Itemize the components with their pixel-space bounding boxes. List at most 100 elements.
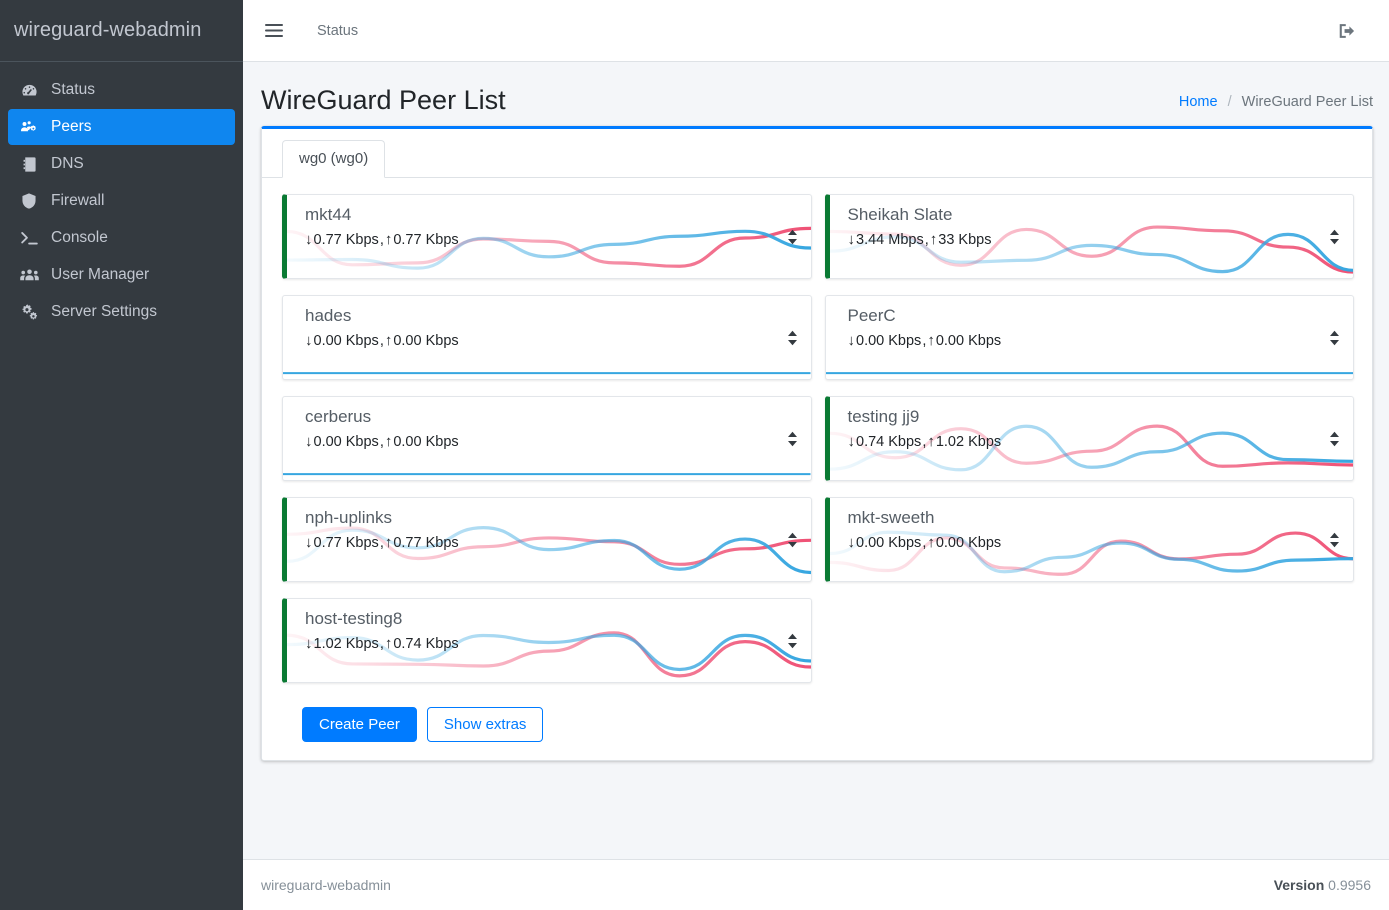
shield-icon <box>18 192 40 210</box>
sidebar-item-dns[interactable]: DNS <box>8 146 235 182</box>
topbar-status-link[interactable]: Status <box>317 22 359 39</box>
download-arrow-icon: ↓ <box>305 332 313 350</box>
show-extras-button[interactable]: Show extras <box>426 707 544 743</box>
upload-arrow-icon: ↑ <box>384 231 393 249</box>
breadcrumb-separator: / <box>1227 94 1232 110</box>
sidebar-nav: Status Peers DNS Firewall <box>0 62 243 330</box>
sort-updown-icon[interactable] <box>1329 431 1340 447</box>
download-arrow-icon: ↓ <box>305 231 313 249</box>
stats-separator: , <box>922 433 927 450</box>
sort-updown-icon[interactable] <box>787 330 798 346</box>
gears-icon <box>18 303 40 321</box>
sort-updown-icon[interactable] <box>1329 229 1340 245</box>
peer-grid: mkt44 ↓ 0.77 Kbps, ↑ 0.77 Kbps Sheikah Slate… <box>282 194 1354 684</box>
peer-name: cerberus <box>305 407 372 427</box>
upload-arrow-icon: ↑ <box>384 534 393 552</box>
peer-throughput: ↓ 0.00 Kbps, ↑ 0.00 Kbps <box>305 333 797 348</box>
peer-download-rate: 0.77 Kbps <box>313 534 379 551</box>
peer-card[interactable]: hades ↓ 0.00 Kbps, ↑ 0.00 Kbps <box>282 295 812 381</box>
peer-download-rate: 0.77 Kbps <box>313 231 379 248</box>
peer-upload-rate: 0.00 Kbps <box>935 534 1002 551</box>
sidebar-item-user-manager[interactable]: User Manager <box>8 257 235 293</box>
sidebar-item-label: DNS <box>51 155 84 172</box>
topbar: Status <box>243 0 1389 62</box>
download-arrow-icon: ↓ <box>847 534 856 552</box>
peer-card[interactable]: mkt44 ↓ 0.77 Kbps, ↑ 0.77 Kbps <box>282 194 812 280</box>
peer-info: testing jj9 ↓ 0.74 Kbps, ↑ 1.02 Kbps <box>830 397 1354 449</box>
peer-upload-rate: 0.00 Kbps <box>393 332 459 349</box>
upload-arrow-icon: ↑ <box>927 332 935 350</box>
footer-app-name: wireguard-webadmin <box>261 877 391 893</box>
sort-updown-icon[interactable] <box>787 431 798 447</box>
upload-arrow-icon: ↑ <box>384 332 393 350</box>
sort-updown-icon[interactable] <box>1329 330 1340 346</box>
sidebar-item-label: User Manager <box>51 266 150 283</box>
peer-name: mkt44 <box>305 205 352 225</box>
peer-card[interactable]: cerberus ↓ 0.00 Kbps, ↑ 0.00 Kbps <box>282 396 812 482</box>
peer-throughput: ↓ 0.74 Kbps, ↑ 1.02 Kbps <box>848 434 1340 449</box>
sidebar-item-label: Peers <box>51 118 92 135</box>
peer-name: hades <box>305 306 352 326</box>
sidebar-item-label: Server Settings <box>51 303 157 320</box>
peer-upload-rate: 0.74 Kbps <box>393 635 459 652</box>
sort-updown-icon[interactable] <box>787 532 798 548</box>
hamburger-icon[interactable] <box>261 18 287 44</box>
peer-download-rate: 0.00 Kbps <box>313 332 379 349</box>
sort-updown-icon[interactable] <box>787 633 798 649</box>
create-peer-button[interactable]: Create Peer <box>302 707 417 743</box>
sidebar-item-label: Status <box>51 81 95 98</box>
peer-info: cerberus ↓ 0.00 Kbps, ↑ 0.00 Kbps <box>283 397 811 449</box>
peer-name: PeerC <box>847 306 896 326</box>
peer-download-rate: 0.00 Kbps <box>856 332 922 349</box>
peer-card[interactable]: host-testing8 ↓ 1.02 Kbps, ↑ 0.74 Kbps <box>282 598 812 684</box>
stats-separator: , <box>922 332 927 349</box>
peer-upload-rate: 1.02 Kbps <box>935 433 1002 450</box>
stats-separator: , <box>379 332 384 349</box>
peer-name: mkt-sweeth <box>847 508 935 528</box>
upload-arrow-icon: ↑ <box>384 433 393 451</box>
sidebar-brand[interactable]: wireguard-webadmin <box>0 0 243 62</box>
logout-icon[interactable] <box>1338 22 1357 40</box>
peer-info: host-testing8 ↓ 1.02 Kbps, ↑ 0.74 Kbps <box>287 599 811 651</box>
peer-info: mkt-sweeth ↓ 0.00 Kbps, ↑ 0.00 Kbps <box>830 498 1354 550</box>
peer-info: mkt44 ↓ 0.77 Kbps, ↑ 0.77 Kbps <box>287 195 811 247</box>
peer-upload-rate: 0.77 Kbps <box>393 534 459 551</box>
peer-download-rate: 0.00 Kbps <box>856 534 922 551</box>
download-arrow-icon: ↓ <box>305 534 313 552</box>
upload-arrow-icon: ↑ <box>927 433 935 451</box>
sidebar-item-firewall[interactable]: Firewall <box>8 183 235 219</box>
peer-upload-rate: 0.00 Kbps <box>935 332 1002 349</box>
peer-download-rate: 0.74 Kbps <box>856 433 922 450</box>
sort-updown-icon[interactable] <box>787 229 798 245</box>
peer-throughput: ↓ 0.00 Kbps, ↑ 0.00 Kbps <box>848 333 1340 348</box>
sidebar-item-peers[interactable]: Peers <box>8 109 235 145</box>
terminal-icon <box>18 230 40 247</box>
brand-text: wireguard-webadmin <box>14 19 202 41</box>
peer-card[interactable]: Sheikah Slate ↓ 3.44 Mbps, ↑ 33 Kbps <box>824 194 1354 280</box>
peer-info: PeerC ↓ 0.00 Kbps, ↑ 0.00 Kbps <box>826 296 1354 348</box>
breadcrumb: Home / WireGuard Peer List <box>1179 84 1373 110</box>
sidebar-item-server-settings[interactable]: Server Settings <box>8 294 235 330</box>
tab-wg0[interactable]: wg0 (wg0) <box>282 140 386 179</box>
peer-upload-rate: 0.00 Kbps <box>393 433 459 450</box>
upload-arrow-icon: ↑ <box>929 231 938 249</box>
download-arrow-icon: ↓ <box>847 433 856 451</box>
peer-info: nph-uplinks ↓ 0.77 Kbps, ↑ 0.77 Kbps <box>287 498 811 550</box>
content-body: wg0 (wg0) mkt44 ↓ 0.77 Kbps, ↑ 0.77 Kbps She… <box>243 126 1389 859</box>
sort-updown-icon[interactable] <box>1329 532 1340 548</box>
peers-icon <box>18 118 40 136</box>
peer-card[interactable]: nph-uplinks ↓ 0.77 Kbps, ↑ 0.77 Kbps <box>282 497 812 583</box>
main-area: Status WireGuard Peer List Home / WireGu… <box>243 0 1389 910</box>
upload-arrow-icon: ↑ <box>384 635 393 653</box>
sidebar-item-console[interactable]: Console <box>8 220 235 256</box>
peer-card[interactable]: PeerC ↓ 0.00 Kbps, ↑ 0.00 Kbps <box>824 295 1354 381</box>
breadcrumb-home-link[interactable]: Home <box>1178 94 1218 110</box>
peer-card[interactable]: testing jj9 ↓ 0.74 Kbps, ↑ 1.02 Kbps <box>824 396 1354 482</box>
peer-name: testing jj9 <box>847 407 920 427</box>
download-arrow-icon: ↓ <box>847 332 856 350</box>
stats-separator: , <box>924 231 929 248</box>
sidebar-item-status[interactable]: Status <box>8 72 235 108</box>
footer-version-value: 0.9956 <box>1328 877 1371 893</box>
peer-card[interactable]: mkt-sweeth ↓ 0.00 Kbps, ↑ 0.00 Kbps <box>824 497 1354 583</box>
